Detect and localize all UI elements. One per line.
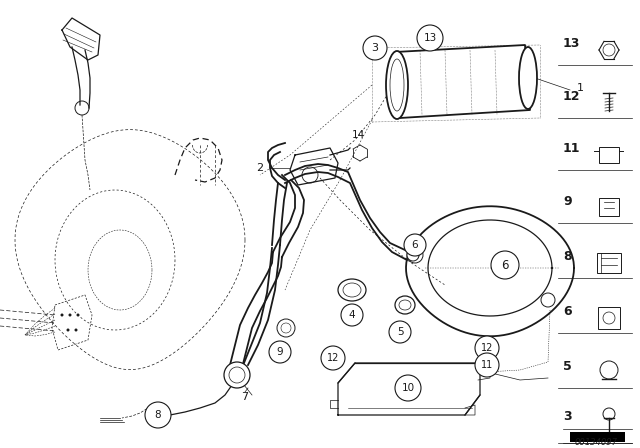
Circle shape (269, 341, 291, 363)
Text: 3: 3 (371, 43, 378, 53)
Circle shape (61, 314, 63, 316)
Circle shape (68, 314, 72, 316)
Text: 5: 5 (563, 359, 572, 372)
Circle shape (145, 402, 171, 428)
Ellipse shape (519, 47, 537, 109)
Ellipse shape (338, 279, 366, 301)
Text: 13: 13 (563, 36, 580, 49)
Text: 13: 13 (424, 33, 436, 43)
Text: 12: 12 (481, 343, 493, 353)
Text: 6: 6 (501, 258, 509, 271)
Ellipse shape (386, 51, 408, 119)
Bar (570, 432, 625, 442)
Bar (599, 198, 619, 216)
Text: 2: 2 (257, 163, 264, 173)
Bar (597, 253, 621, 273)
Text: 6: 6 (563, 305, 572, 318)
Text: 7: 7 (241, 392, 248, 402)
Circle shape (321, 346, 345, 370)
Text: 9: 9 (563, 194, 572, 207)
Text: 6: 6 (412, 240, 419, 250)
Bar (599, 147, 619, 163)
Text: 12: 12 (563, 90, 580, 103)
Circle shape (407, 247, 423, 263)
Text: 8: 8 (155, 410, 161, 420)
Circle shape (363, 36, 387, 60)
Circle shape (404, 234, 426, 256)
Circle shape (277, 319, 295, 337)
Text: 10: 10 (401, 383, 415, 393)
Text: 11: 11 (481, 360, 493, 370)
Circle shape (67, 328, 70, 332)
Text: 00134097: 00134097 (575, 438, 618, 447)
Text: 9: 9 (276, 347, 284, 357)
Circle shape (395, 375, 421, 401)
Text: 1: 1 (577, 83, 584, 93)
Circle shape (341, 304, 363, 326)
Circle shape (491, 251, 519, 279)
Text: 3: 3 (563, 409, 572, 422)
Circle shape (407, 249, 419, 261)
Circle shape (475, 353, 499, 377)
Circle shape (74, 328, 77, 332)
Circle shape (475, 336, 499, 360)
Ellipse shape (395, 296, 415, 314)
Circle shape (77, 314, 79, 316)
Circle shape (389, 321, 411, 343)
Text: 8: 8 (563, 250, 572, 263)
Text: 11: 11 (563, 142, 580, 155)
Text: 12: 12 (327, 353, 339, 363)
Circle shape (224, 362, 250, 388)
Bar (598, 307, 620, 329)
Text: 5: 5 (397, 327, 403, 337)
Circle shape (417, 25, 443, 51)
Text: 4: 4 (349, 310, 355, 320)
Text: 14: 14 (351, 130, 365, 140)
